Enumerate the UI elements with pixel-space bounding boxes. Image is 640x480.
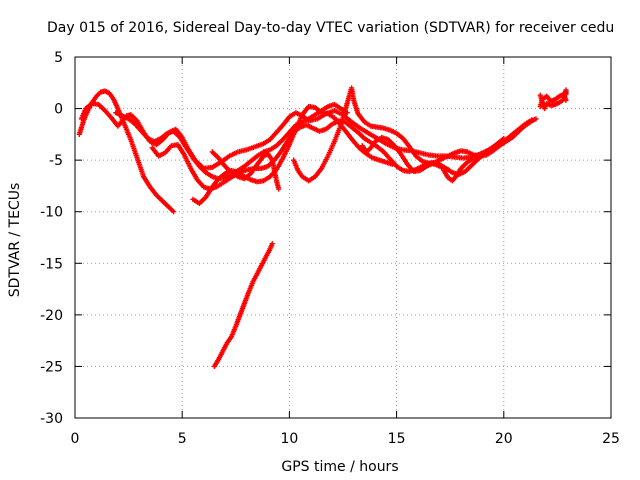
data-point <box>269 241 275 247</box>
y-tick-label: -25 <box>40 359 63 375</box>
x-tick-label: 25 <box>602 431 620 447</box>
data-point <box>389 161 395 167</box>
data-point <box>276 186 282 192</box>
data-point <box>563 97 569 103</box>
y-tick-label: -15 <box>40 256 63 272</box>
y-tick-label: 5 <box>54 50 63 66</box>
x-tick-label: 5 <box>178 431 187 447</box>
y-tick-label: -10 <box>40 205 63 221</box>
y-tick-label: -30 <box>40 411 63 427</box>
axis-ticks: 0 5 10 15 20 25 5 0 -5 -10 -15 -20 -25 -30 <box>40 50 620 447</box>
plot-area <box>76 85 569 370</box>
series-track-d <box>149 118 451 192</box>
x-axis-label: GPS time / hours <box>281 459 398 475</box>
series-track-g <box>291 85 535 184</box>
series-track-k <box>537 91 569 110</box>
x-tick-label: 10 <box>280 431 298 447</box>
y-axis-label: SDTVAR / TECUs <box>7 183 23 298</box>
data-point <box>171 209 177 215</box>
x-tick-label: 15 <box>388 431 406 447</box>
series-track-l <box>211 241 275 370</box>
series-track-f <box>209 149 282 192</box>
series-track-a <box>76 88 177 215</box>
x-tick-label: 20 <box>495 431 513 447</box>
series-track-i <box>441 116 539 184</box>
chart-title: Day 015 of 2016, Sidereal Day-to-day VTE… <box>47 20 614 36</box>
data-point <box>533 116 539 122</box>
y-tick-label: 0 <box>54 102 63 118</box>
plot-frame <box>74 56 612 419</box>
series-track-e <box>190 103 395 207</box>
x-tick-label: 0 <box>71 431 80 447</box>
y-tick-label: -20 <box>40 308 63 324</box>
y-tick-label: -5 <box>49 153 63 169</box>
